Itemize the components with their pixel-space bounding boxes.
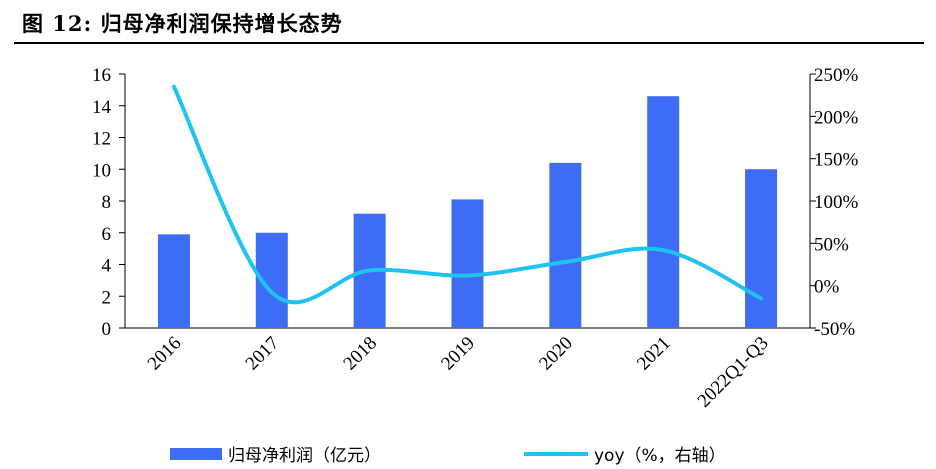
right-tick-label: 250% <box>814 65 859 86</box>
x-tick-label: 2016 <box>144 333 186 375</box>
bar <box>647 96 680 328</box>
right-tick-label: 0% <box>814 277 840 298</box>
left-tick-label: 6 <box>102 224 112 245</box>
x-tick-label: 2020 <box>535 333 577 375</box>
chart-title: 图 12: 归母净利润保持增长态势 <box>22 11 343 36</box>
x-tick-label: 2019 <box>437 333 479 375</box>
left-tick-label: 8 <box>102 192 112 213</box>
left-tick-label: 16 <box>92 65 111 86</box>
legend-bar-swatch <box>170 448 222 460</box>
left-tick-label: 12 <box>92 129 111 150</box>
bar-series <box>157 96 778 328</box>
legend-bar-label: 归母净利润（亿元） <box>228 446 381 466</box>
x-tick-label: 2022Q1-Q3 <box>694 333 773 412</box>
left-tick-label: 0 <box>102 319 112 340</box>
right-tick-label: 150% <box>814 150 859 171</box>
x-tick-label: 2017 <box>242 333 284 375</box>
legend: 归母净利润（亿元） yoy（%，右轴） <box>170 446 726 466</box>
right-tick-label: 100% <box>814 192 859 213</box>
right-tick-label: 50% <box>814 234 849 255</box>
x-tick-label: 2018 <box>339 333 381 375</box>
left-axis-ticks: 0 2 4 6 8 10 12 14 16 <box>92 65 125 340</box>
left-tick-label: 14 <box>92 97 112 118</box>
legend-line-label: yoy（%，右轴） <box>594 446 726 466</box>
bar <box>157 234 190 328</box>
bar <box>451 199 484 328</box>
x-tick-label: 2021 <box>633 333 675 375</box>
right-tick-label: -50% <box>814 319 855 340</box>
yoy-line <box>171 84 764 305</box>
left-tick-label: 4 <box>102 256 112 277</box>
bar <box>745 169 778 328</box>
title-divider <box>14 42 924 44</box>
left-tick-label: 10 <box>92 160 111 181</box>
right-tick-label: 200% <box>814 107 859 128</box>
x-axis-labels: 2016 2017 2018 2019 2020 2021 2022Q1-Q3 <box>144 333 773 412</box>
left-tick-label: 2 <box>102 287 112 308</box>
bar <box>549 162 582 328</box>
right-axis-ticks: -50% 0% 50% 100% 150% 200% 250% <box>810 65 859 340</box>
